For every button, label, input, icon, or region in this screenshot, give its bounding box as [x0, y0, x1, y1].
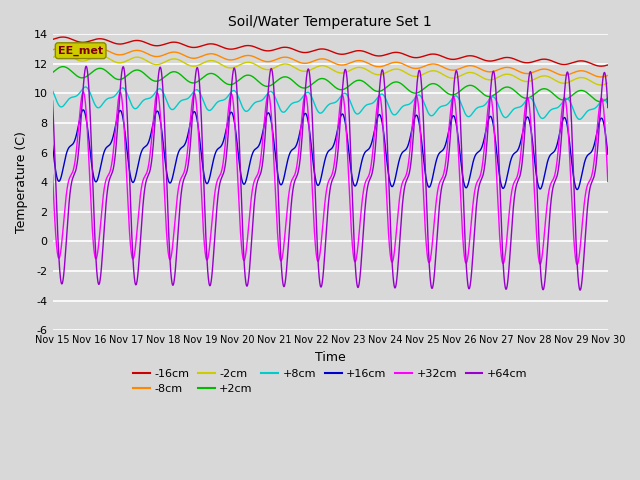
+32cm — [49, 172, 56, 178]
+64cm — [604, 102, 611, 108]
+64cm — [204, 269, 212, 275]
-8cm — [604, 72, 611, 78]
+2cm — [204, 72, 212, 77]
+8cm — [576, 117, 584, 122]
+64cm — [385, 169, 392, 175]
+64cm — [552, 178, 559, 184]
Line: +16cm: +16cm — [52, 110, 608, 190]
+8cm — [604, 101, 611, 107]
-16cm — [385, 51, 392, 57]
-8cm — [604, 72, 612, 78]
Text: EE_met: EE_met — [58, 46, 103, 56]
+16cm — [394, 162, 402, 168]
+2cm — [385, 83, 392, 88]
-16cm — [394, 49, 402, 55]
+2cm — [394, 79, 402, 85]
+8cm — [552, 106, 559, 111]
-2cm — [597, 82, 605, 88]
-16cm — [59, 34, 67, 40]
Line: -16cm: -16cm — [52, 37, 608, 66]
+16cm — [604, 151, 612, 157]
-8cm — [385, 61, 392, 67]
Line: +8cm: +8cm — [52, 87, 608, 120]
+2cm — [596, 99, 604, 105]
+64cm — [394, 261, 402, 267]
+32cm — [604, 175, 611, 181]
+64cm — [49, 98, 56, 104]
-8cm — [394, 60, 402, 65]
-2cm — [49, 55, 56, 60]
-8cm — [552, 70, 559, 76]
+32cm — [385, 229, 392, 235]
+8cm — [394, 109, 402, 115]
Legend: -16cm, -8cm, -2cm, +2cm, +8cm, +16cm, +32cm, +64cm: -16cm, -8cm, -2cm, +2cm, +8cm, +16cm, +3… — [129, 364, 532, 398]
+2cm — [604, 95, 612, 101]
+32cm — [573, 262, 581, 267]
+32cm — [604, 179, 612, 184]
+64cm — [604, 105, 612, 110]
+16cm — [573, 187, 581, 192]
+16cm — [204, 180, 212, 186]
+32cm — [394, 208, 402, 214]
-8cm — [204, 51, 212, 57]
-2cm — [604, 80, 611, 86]
+8cm — [204, 107, 212, 113]
Y-axis label: Temperature (C): Temperature (C) — [15, 132, 28, 233]
+64cm — [576, 287, 584, 293]
-8cm — [59, 44, 67, 50]
+2cm — [59, 64, 67, 70]
+8cm — [49, 88, 56, 94]
+16cm — [168, 178, 175, 183]
X-axis label: Time: Time — [315, 350, 346, 363]
-16cm — [204, 41, 212, 47]
+32cm — [204, 256, 212, 262]
-16cm — [604, 62, 612, 68]
+64cm — [168, 278, 175, 284]
-2cm — [552, 77, 559, 83]
-8cm — [168, 49, 175, 55]
Title: Soil/Water Temperature Set 1: Soil/Water Temperature Set 1 — [228, 15, 432, 29]
+2cm — [552, 93, 559, 98]
+8cm — [82, 84, 90, 90]
+16cm — [49, 143, 56, 148]
+32cm — [552, 170, 559, 176]
-2cm — [204, 58, 212, 64]
+8cm — [604, 101, 612, 107]
-16cm — [49, 36, 56, 42]
-16cm — [168, 39, 175, 45]
-2cm — [604, 80, 612, 86]
+16cm — [604, 150, 611, 156]
-2cm — [385, 69, 392, 74]
-16cm — [597, 63, 605, 69]
-2cm — [394, 66, 402, 72]
-2cm — [59, 51, 67, 57]
-16cm — [552, 60, 559, 65]
+16cm — [552, 147, 559, 153]
+64cm — [83, 63, 90, 69]
+8cm — [168, 107, 175, 112]
Line: +64cm: +64cm — [52, 66, 608, 290]
+2cm — [168, 69, 175, 75]
-8cm — [597, 74, 605, 80]
Line: -8cm: -8cm — [52, 47, 608, 77]
-16cm — [604, 62, 611, 68]
+2cm — [49, 70, 56, 75]
Line: +2cm: +2cm — [52, 67, 608, 102]
+16cm — [385, 170, 392, 176]
-2cm — [168, 56, 175, 62]
+8cm — [385, 103, 392, 108]
+32cm — [79, 89, 87, 95]
+2cm — [604, 96, 611, 101]
Line: +32cm: +32cm — [52, 92, 608, 264]
+32cm — [168, 251, 175, 256]
Line: -2cm: -2cm — [52, 54, 608, 85]
-8cm — [49, 47, 56, 53]
+16cm — [79, 107, 87, 113]
